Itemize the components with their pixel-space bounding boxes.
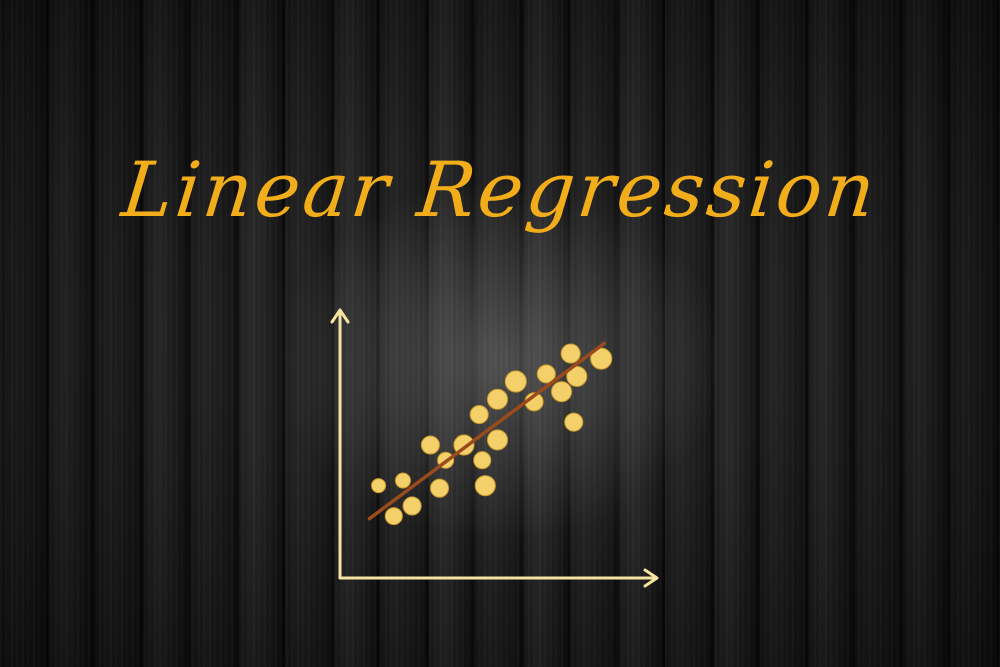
data-points (371, 343, 613, 526)
data-point (566, 365, 588, 387)
data-point (486, 429, 509, 451)
data-point (590, 347, 613, 370)
y-axis (330, 308, 350, 580)
data-point (474, 475, 496, 497)
data-point (469, 404, 489, 425)
data-point (504, 370, 527, 393)
data-point (394, 472, 411, 489)
data-point (486, 388, 509, 410)
data-point (473, 451, 492, 470)
data-point (429, 478, 450, 498)
arrow-up-icon (330, 308, 350, 324)
x-axis (338, 568, 659, 588)
arrow-right-icon (643, 568, 659, 588)
data-point (402, 496, 422, 516)
data-point (550, 381, 573, 403)
data-point (371, 478, 387, 494)
data-point (564, 412, 584, 432)
regression-line (367, 341, 606, 521)
data-point (384, 507, 403, 526)
data-point (560, 343, 581, 364)
data-point (420, 435, 440, 455)
data-point (536, 364, 556, 384)
